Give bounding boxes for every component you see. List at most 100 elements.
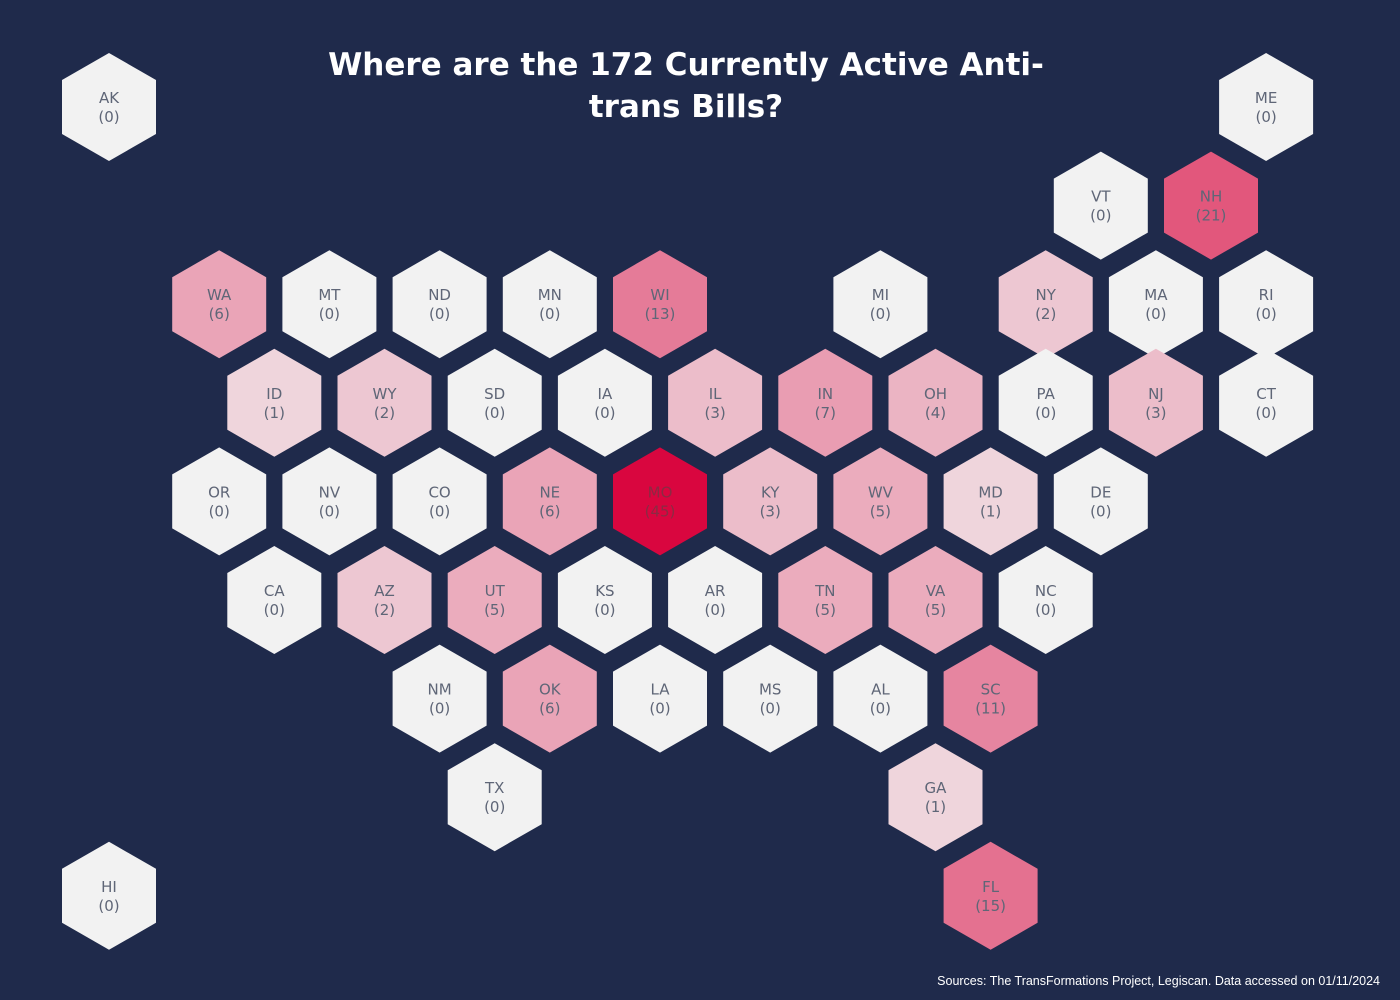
state-hex [998,348,1093,457]
state-hex [282,447,377,556]
state-hex [888,546,983,654]
state-abbr-label: TX [484,779,504,797]
state-hex [62,841,156,950]
state-bill-count: (15) [975,897,1006,915]
state-tile-or: OR(0) [172,447,267,556]
state-abbr-label: MI [872,286,889,304]
state-tile-wv: WV(5) [833,447,928,556]
state-abbr-label: NE [539,483,560,501]
state-tile-in: IN(7) [778,348,873,457]
state-tile-va: VA(5) [888,546,983,654]
state-bill-count: (0) [209,502,230,520]
state-hex [943,644,1038,753]
state-tile-il: IL(3) [668,348,763,457]
state-bill-count: (4) [925,404,946,422]
state-hex [392,644,487,753]
state-hex [282,250,377,359]
state-hex [833,644,928,753]
state-hex [227,546,322,654]
state-hex [943,447,1038,556]
state-hex [723,644,818,753]
source-note: Sources: The TransFormations Project, Le… [937,974,1380,988]
state-hex [613,644,707,753]
state-tile-mi: MI(0) [833,250,928,359]
state-tile-tn: TN(5) [778,546,873,654]
state-abbr-label: RI [1259,286,1274,304]
state-abbr-label: WV [868,483,894,501]
state-bill-count: (0) [870,700,891,718]
state-hex [888,348,983,457]
state-bill-count: (13) [645,305,676,323]
state-hex [172,447,267,556]
state-hex [337,546,432,654]
state-hex [723,447,818,556]
state-abbr-label: TN [814,582,835,600]
state-hex [502,447,597,556]
state-bill-count: (0) [429,700,450,718]
state-bill-count: (0) [1255,305,1276,323]
state-tile-nv: NV(0) [282,447,377,556]
state-abbr-label: VT [1091,188,1111,206]
state-hex [392,447,487,556]
state-tile-wy: WY(2) [337,348,432,457]
state-bill-count: (6) [209,305,230,323]
state-abbr-label: WA [207,286,232,304]
state-abbr-label: GA [925,779,948,797]
state-hex [833,250,928,359]
state-abbr-label: SD [484,385,505,403]
state-tile-ut: UT(5) [447,546,542,654]
state-abbr-label: DE [1090,483,1111,501]
state-hex [227,348,322,457]
state-abbr-label: ID [266,385,282,403]
state-bill-count: (2) [374,601,395,619]
state-abbr-label: AZ [374,582,395,600]
state-bill-count: (0) [484,798,505,816]
state-bill-count: (0) [539,305,560,323]
state-abbr-label: MT [318,286,341,304]
state-bill-count: (0) [429,502,450,520]
state-abbr-label: CO [428,483,450,501]
state-tile-fl: FL(15) [943,841,1038,950]
state-hex [833,447,928,556]
state-abbr-label: OH [924,385,947,403]
state-abbr-label: OK [539,681,562,699]
state-bill-count: (0) [1255,108,1276,126]
state-hex [998,250,1093,359]
state-tile-oh: OH(4) [888,348,983,457]
state-tile-nj: NJ(3) [1108,348,1203,457]
state-bill-count: (5) [484,601,505,619]
state-abbr-label: LA [651,681,671,699]
state-tile-mn: MN(0) [502,250,597,359]
state-tile-de: DE(0) [1053,447,1148,556]
state-hex [668,546,763,654]
state-bill-count: (3) [704,404,725,422]
state-abbr-label: OR [208,483,230,501]
state-abbr-label: NJ [1148,385,1164,403]
state-abbr-label: CT [1256,385,1276,403]
state-abbr-label: NM [428,681,452,699]
state-hex [613,447,707,556]
state-bill-count: (3) [760,502,781,520]
state-abbr-label: MO [648,483,673,501]
state-tile-id: ID(1) [227,348,322,457]
state-tile-ct: CT(0) [1219,348,1314,457]
state-hex [1053,447,1148,556]
state-bill-count: (0) [319,502,340,520]
state-tile-al: AL(0) [833,644,928,753]
state-tile-nc: NC(0) [998,546,1093,654]
state-abbr-label: AR [705,582,726,600]
state-abbr-label: PA [1037,385,1056,403]
state-abbr-label: IL [709,385,722,403]
state-bill-count: (1) [980,502,1001,520]
state-bill-count: (6) [539,502,560,520]
state-tile-me: ME(0) [1219,53,1314,161]
state-tile-vt: VT(0) [1053,151,1148,260]
state-tile-ar: AR(0) [668,546,763,654]
state-hex [943,841,1038,950]
state-tile-mt: MT(0) [282,250,377,359]
state-bill-count: (0) [704,601,725,619]
state-tile-nm: NM(0) [392,644,487,753]
state-hex [668,348,763,457]
state-abbr-label: WY [373,385,398,403]
